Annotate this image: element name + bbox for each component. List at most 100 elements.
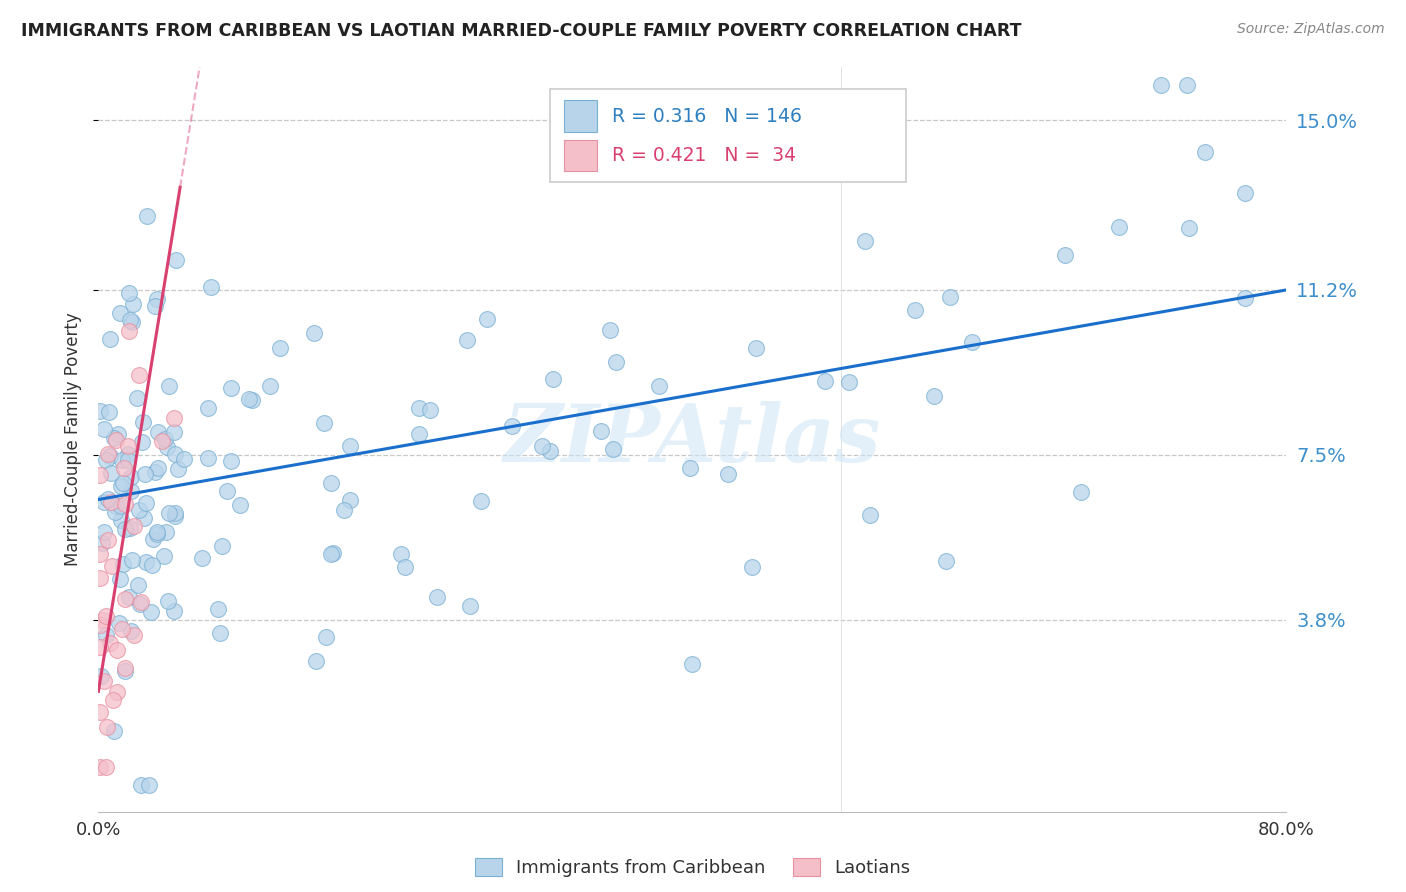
Text: IMMIGRANTS FROM CARIBBEAN VS LAOTIAN MARRIED-COUPLE FAMILY POVERTY CORRELATION C: IMMIGRANTS FROM CARIBBEAN VS LAOTIAN MAR… [21, 22, 1022, 40]
Point [165, 253, 187, 268]
Point [142, 532, 165, 546]
Point [475, 312, 498, 326]
Point [129, 595, 152, 609]
Point [108, 306, 131, 320]
Point [101, 558, 124, 573]
Point [1070, 484, 1092, 499]
Point [605, 355, 627, 369]
Point [229, 498, 252, 512]
Point [1108, 219, 1130, 234]
Point [89, 547, 111, 561]
Point [132, 511, 155, 525]
Point [122, 518, 145, 533]
Point [100, 495, 122, 509]
Point [156, 440, 179, 454]
Point [211, 539, 233, 553]
Point [93, 613, 115, 627]
Point [143, 299, 166, 313]
Point [93, 422, 115, 436]
Point [89, 618, 111, 632]
Point [139, 606, 162, 620]
Point [96, 760, 118, 774]
Point [114, 664, 136, 678]
Point [1150, 78, 1173, 92]
Point [173, 452, 195, 467]
Point [108, 572, 131, 586]
Point [98, 449, 121, 463]
Text: Source: ZipAtlas.com: Source: ZipAtlas.com [1237, 22, 1385, 37]
Point [89, 468, 111, 483]
Y-axis label: Married-Couple Family Poverty: Married-Couple Family Poverty [63, 312, 82, 566]
Point [157, 594, 180, 608]
Point [127, 391, 149, 405]
Point [242, 392, 264, 407]
Point [599, 323, 621, 337]
Point [648, 379, 671, 393]
Point [1194, 145, 1216, 159]
Point [104, 499, 127, 513]
FancyBboxPatch shape [550, 89, 907, 182]
Point [108, 616, 131, 631]
Point [110, 500, 132, 514]
Point [121, 553, 143, 567]
Point [426, 590, 449, 604]
Point [744, 341, 766, 355]
Point [105, 643, 128, 657]
Point [112, 460, 135, 475]
Point [538, 443, 561, 458]
Point [470, 494, 492, 508]
Point [135, 496, 157, 510]
Point [191, 550, 214, 565]
Point [312, 417, 335, 431]
Point [128, 368, 150, 382]
Point [101, 692, 124, 706]
Point [93, 525, 115, 540]
Point [110, 453, 132, 467]
Point [501, 419, 523, 434]
Point [94, 628, 117, 642]
Point [238, 392, 260, 406]
Point [259, 379, 281, 393]
Point [221, 381, 243, 395]
Point [104, 433, 127, 447]
Point [114, 497, 136, 511]
Text: R = 0.316   N = 146: R = 0.316 N = 146 [612, 106, 801, 126]
Point [110, 623, 132, 637]
Point [197, 450, 219, 465]
Point [408, 401, 430, 415]
Point [163, 506, 186, 520]
Point [129, 778, 152, 792]
Point [103, 724, 125, 739]
Point [163, 604, 186, 618]
Point [135, 555, 157, 569]
Point [93, 495, 115, 509]
Point [120, 624, 142, 639]
Point [145, 292, 167, 306]
Point [208, 625, 231, 640]
Point [150, 434, 173, 449]
Point [107, 426, 129, 441]
Point [103, 431, 125, 445]
Point [97, 447, 120, 461]
Point [114, 661, 136, 675]
Point [153, 549, 176, 564]
Point [131, 434, 153, 449]
Point [155, 525, 177, 540]
Point [1178, 221, 1201, 235]
Point [121, 297, 143, 311]
Point [408, 427, 430, 442]
Point [98, 636, 121, 650]
Point [163, 447, 186, 461]
Point [146, 524, 169, 539]
Point [118, 324, 141, 338]
Point [120, 470, 142, 484]
Point [128, 598, 150, 612]
Point [219, 453, 242, 467]
Point [89, 640, 111, 655]
Point [157, 378, 180, 392]
Point [602, 442, 624, 456]
Point [1234, 186, 1257, 200]
Point [1175, 78, 1198, 92]
Point [543, 372, 565, 386]
Point [146, 461, 169, 475]
